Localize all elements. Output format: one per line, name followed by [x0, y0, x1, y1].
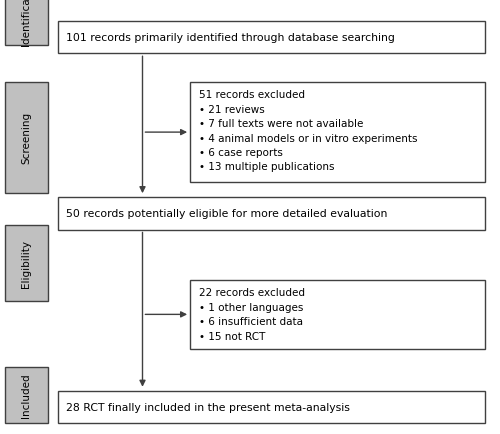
Text: 101 records primarily identified through database searching: 101 records primarily identified through…	[66, 33, 396, 43]
Bar	[58, 391, 485, 423]
Text: 50 records potentially eligible for more detailed evaluation: 50 records potentially eligible for more…	[66, 209, 388, 219]
Text: 51 records excluded
• 21 reviews
• 7 full texts were not available
• 4 animal mo: 51 records excluded • 21 reviews • 7 ful…	[199, 90, 418, 172]
Bar	[190, 82, 485, 182]
Bar	[5, 226, 48, 302]
Bar	[58, 197, 485, 230]
Text: Identification: Identification	[21, 0, 32, 46]
Bar	[58, 22, 485, 54]
Text: 28 RCT finally included in the present meta-analysis: 28 RCT finally included in the present m…	[66, 402, 350, 412]
Text: 22 records excluded
• 1 other languages
• 6 insufficient data
• 15 not RCT: 22 records excluded • 1 other languages …	[199, 288, 305, 341]
Bar	[5, 0, 48, 46]
Bar	[5, 82, 48, 193]
Text: Screening: Screening	[21, 112, 32, 164]
Bar	[5, 367, 48, 423]
Bar	[190, 280, 485, 349]
Text: Eligibility: Eligibility	[21, 240, 32, 288]
Text: Included: Included	[21, 373, 32, 417]
